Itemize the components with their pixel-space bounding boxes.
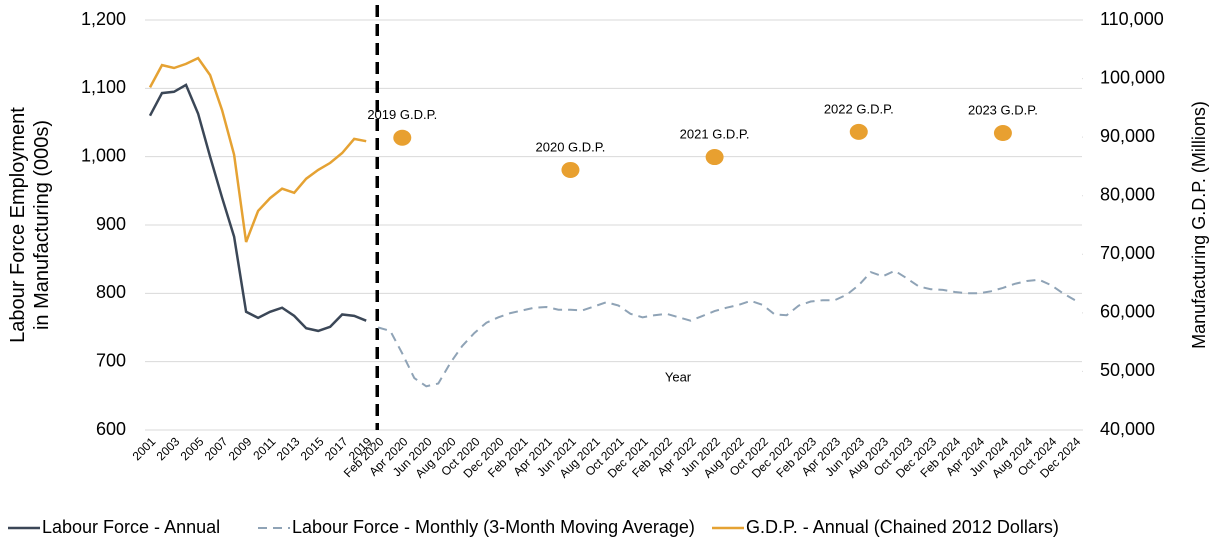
y2-tick-label: 70,000: [1100, 243, 1155, 263]
y-tick-label: 800: [96, 282, 126, 302]
y-tick-label: 600: [96, 419, 126, 439]
y-tick-label: 1,200: [81, 9, 126, 29]
gdp-point: [393, 129, 412, 146]
annotation: 2020 G.D.P.: [536, 139, 606, 154]
y-tick-label: 700: [96, 350, 126, 370]
y2-tick-label: 110,000: [1100, 9, 1164, 29]
annotation: 2023 G.D.P.: [968, 102, 1038, 117]
x-tick-label: 2015: [298, 434, 327, 463]
legend-label: Labour Force - Annual: [42, 517, 220, 537]
gdp-point: [561, 161, 580, 178]
x-tick-label: 2009: [226, 434, 255, 463]
annotation: 2021 G.D.P.: [680, 126, 750, 141]
x-tick-label: 2013: [274, 434, 303, 463]
gdp-point: [705, 149, 724, 166]
y-tick-label: 1,000: [81, 145, 126, 165]
annotation: 2019 G.D.P.: [367, 107, 437, 122]
y-axis-title: Labour Force Employment in Manufacturing …: [7, 107, 53, 343]
x-axis-title: Year: [665, 369, 692, 384]
y2-tick-label: 50,000: [1100, 360, 1155, 380]
y-axis-title-line: in Manufacturing (000s): [31, 120, 53, 330]
x-tick-label: 2001: [130, 434, 159, 463]
legend-label: Labour Force - Monthly (3-Month Moving A…: [292, 517, 695, 537]
series-line: [148, 56, 367, 243]
gdp-point: [993, 125, 1012, 142]
annotation: 2022 G.D.P.: [824, 101, 894, 116]
x-tick-label: 2005: [178, 434, 207, 463]
x-tick-label: 2017: [322, 434, 351, 463]
legend-label: G.D.P. - Annual (Chained 2012 Dollars): [746, 517, 1059, 537]
y-tick-label: 900: [96, 214, 126, 234]
x-tick-label: 2011: [250, 434, 278, 462]
y2-tick-label: 60,000: [1100, 302, 1155, 322]
y2-tick-label: 40,000: [1100, 419, 1155, 439]
y2-tick-label: 100,000: [1100, 67, 1165, 87]
y2-axis-title: Manufacturing G.D.P. (Millions): [1189, 101, 1209, 349]
y-tick-label: 1,100: [81, 77, 126, 97]
series-line: [377, 269, 1076, 388]
y2-tick-label: 80,000: [1100, 184, 1155, 204]
y2-tick-label: 90,000: [1100, 126, 1155, 146]
x-tick-label: 2003: [154, 434, 183, 463]
gdp-point: [849, 123, 868, 140]
series-line: [148, 83, 367, 333]
x-tick-label: 2007: [202, 434, 231, 463]
y-axis-title-line: Labour Force Employment: [7, 107, 29, 343]
